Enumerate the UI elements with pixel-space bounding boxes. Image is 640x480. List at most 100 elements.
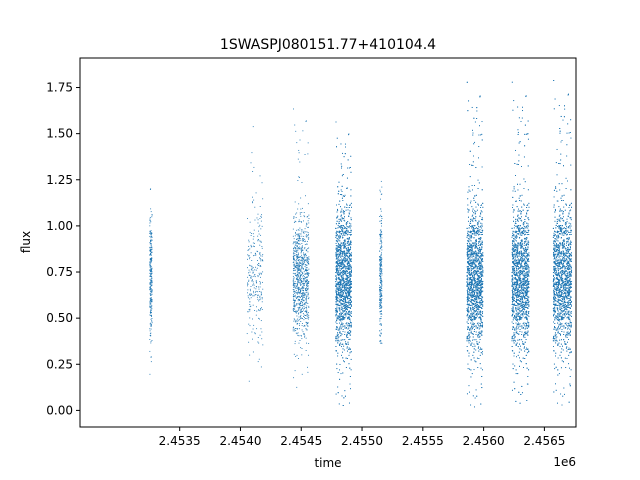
data-point [379, 264, 381, 266]
data-point [340, 294, 342, 295]
data-point [345, 270, 347, 272]
data-point [348, 244, 350, 246]
data-point [306, 243, 308, 245]
data-point [337, 243, 339, 245]
data-point [307, 259, 309, 261]
data-point [339, 295, 341, 297]
data-point [340, 231, 341, 232]
data-point [349, 232, 351, 233]
data-point [348, 297, 350, 299]
observing-season [292, 108, 310, 388]
data-point [350, 281, 352, 283]
data-point [249, 325, 251, 327]
data-point [337, 208, 338, 210]
data-point [150, 232, 152, 234]
data-point [341, 322, 343, 324]
data-point [349, 294, 351, 296]
data-point [344, 272, 346, 274]
data-point [335, 393, 337, 395]
data-point [381, 306, 383, 308]
data-point [298, 240, 300, 242]
data-point [293, 269, 295, 271]
data-point [349, 234, 351, 236]
data-point [350, 252, 352, 254]
data-point [260, 291, 262, 293]
data-point [258, 342, 260, 344]
data-point [350, 283, 352, 285]
data-point [349, 286, 351, 288]
data-point [350, 334, 352, 336]
data-point [305, 264, 307, 266]
data-point [336, 261, 338, 263]
data-point [300, 221, 302, 223]
data-point [381, 258, 383, 260]
data-point [343, 259, 345, 261]
data-point [301, 323, 303, 324]
data-point [379, 286, 381, 288]
data-point [344, 244, 346, 246]
data-point [341, 185, 343, 187]
data-point [296, 321, 298, 323]
data-point [336, 217, 338, 219]
data-point [303, 316, 305, 317]
data-point [341, 175, 343, 177]
data-point [150, 290, 151, 292]
data-point [338, 246, 339, 248]
data-point [252, 272, 254, 274]
data-point [305, 302, 307, 304]
data-point [151, 322, 153, 324]
data-point [151, 320, 153, 322]
data-point [343, 296, 345, 297]
data-point [292, 330, 294, 332]
data-point [257, 265, 259, 266]
data-point [149, 265, 151, 267]
data-point [343, 247, 345, 249]
data-point [344, 292, 346, 294]
data-point [303, 271, 305, 273]
data-point [292, 289, 294, 290]
data-point [342, 318, 344, 320]
data-point [151, 340, 153, 341]
data-point [301, 254, 303, 256]
data-point [379, 289, 381, 291]
data-point [335, 242, 337, 244]
data-point [379, 281, 381, 283]
data-point [254, 269, 256, 271]
data-point [249, 248, 251, 250]
data-point [303, 296, 305, 298]
data-point [150, 279, 152, 281]
data-point [150, 325, 152, 327]
data-point [348, 226, 350, 228]
data-point [336, 262, 338, 264]
data-point [295, 329, 297, 331]
data-point [340, 312, 342, 314]
data-point [306, 312, 308, 314]
data-point [252, 295, 254, 297]
data-point [347, 331, 348, 333]
data-point [257, 240, 259, 242]
data-point [348, 349, 350, 350]
data-point [252, 272, 254, 274]
data-point [345, 222, 347, 224]
data-point [299, 243, 301, 245]
data-point [341, 268, 343, 269]
data-point [302, 238, 304, 240]
data-point [294, 266, 296, 267]
data-point [340, 316, 342, 317]
data-point [150, 237, 152, 239]
data-point [343, 240, 345, 242]
data-point [296, 241, 298, 243]
data-point [340, 210, 342, 212]
data-point [340, 143, 342, 145]
data-point [301, 287, 302, 289]
data-point [337, 284, 339, 285]
data-point [338, 278, 340, 279]
data-point [295, 300, 296, 302]
data-point [336, 308, 338, 310]
data-point [303, 252, 305, 254]
data-point [348, 290, 350, 292]
data-point [295, 275, 297, 276]
data-point [380, 260, 382, 262]
data-point [296, 239, 297, 240]
data-point [379, 220, 381, 222]
